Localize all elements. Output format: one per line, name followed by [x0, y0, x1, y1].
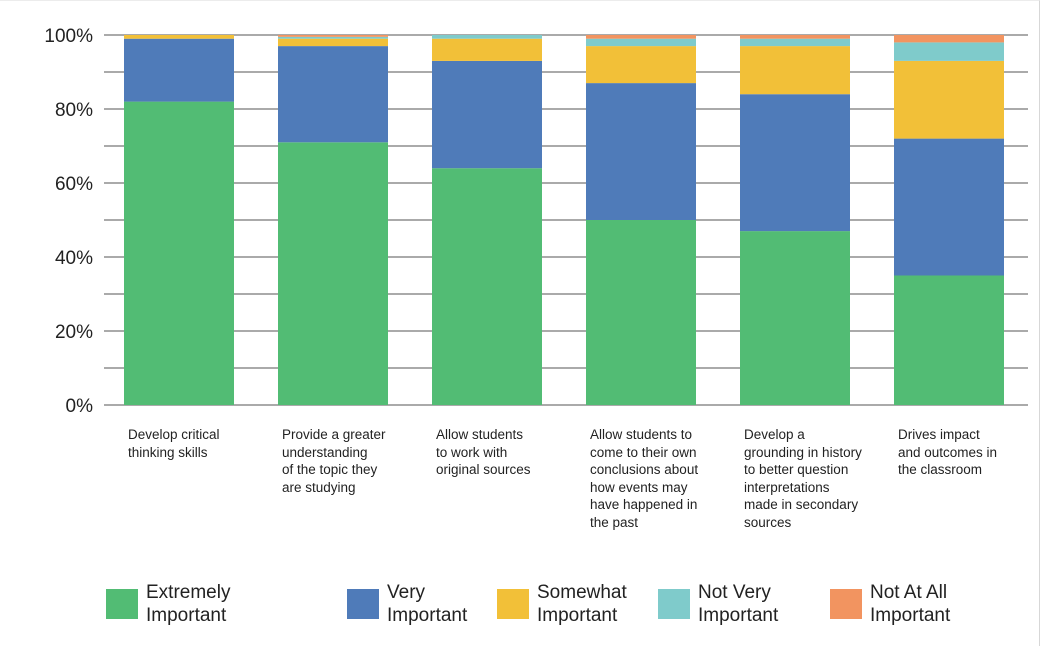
bar-segment-3	[894, 42, 1004, 61]
category-label-line: Develop a	[744, 427, 805, 442]
legend-label-line: Not Very	[698, 582, 771, 603]
category-label-line: come to their own	[590, 444, 697, 460]
y-tick-label: 60%	[55, 174, 93, 195]
category-label-line: the past	[590, 514, 639, 530]
legend-swatch	[497, 589, 529, 619]
bar-segment-0	[432, 168, 542, 405]
bar-segment-3	[278, 36, 388, 39]
category-label-line: made in secondary	[744, 497, 859, 512]
category-label-line: to better question	[744, 462, 849, 477]
bar-segment-0	[278, 142, 388, 406]
legend-label-line: Extremely	[146, 582, 231, 603]
bar-segment-4	[586, 35, 696, 39]
legend-label-line: Somewhat	[537, 582, 627, 603]
category-label-line: conclusions about	[590, 462, 699, 477]
category-label-line: of the topic they	[282, 462, 378, 477]
category-label-line: the classroom	[898, 462, 983, 477]
bar-segment-0	[894, 275, 1004, 405]
bar-segment-2	[586, 46, 696, 84]
y-axis-tick-labels: 0% 20% 40% 60% 80% 100%	[44, 26, 93, 417]
y-tick-label: 40%	[55, 248, 93, 269]
legend-swatch	[347, 589, 379, 619]
category-label-line: and outcomes in	[898, 444, 998, 460]
y-tick-label: 20%	[55, 322, 93, 343]
category-label-line: understanding	[282, 444, 368, 460]
legend-label: Not Very Important	[698, 581, 778, 627]
bar-segment-1	[124, 38, 234, 102]
category-label-line: are studying	[282, 479, 356, 495]
legend-label-line: Important	[146, 605, 227, 626]
bar-segment-4	[278, 35, 388, 37]
category-label-line: Provide a greater	[282, 427, 386, 442]
bar-segment-1	[278, 46, 388, 143]
category-label: Allow students to work with original sourc…	[436, 426, 584, 479]
bar-segment-1	[894, 138, 1004, 276]
y-tick-label: 100%	[44, 26, 93, 47]
bar-segment-2	[432, 38, 542, 61]
bar-segment-2	[278, 38, 388, 47]
category-label-line: how events may	[590, 479, 688, 495]
bar-segment-1	[586, 83, 696, 220]
legend-swatch	[830, 589, 862, 619]
category-label-line: grounding in history	[744, 444, 862, 460]
legend-label: Not At All Important	[870, 581, 950, 627]
bar-segment-0	[586, 220, 696, 405]
legend-label-line: Very	[387, 582, 426, 603]
bar-segment-4	[740, 35, 850, 39]
legend-label: Very Important	[387, 581, 467, 627]
grid-lines	[104, 34, 1028, 406]
bar-segment-0	[740, 231, 850, 405]
bar-segment-3	[740, 38, 850, 47]
category-label: Develop a grounding in history to better q…	[744, 426, 892, 531]
category-label: Drives impact and outcomes in the classroo…	[898, 426, 1046, 479]
legend-label-line: Important	[870, 605, 951, 626]
category-label-line: original sources	[436, 462, 531, 477]
legend-label: Somewhat Important	[537, 581, 627, 627]
bar-segment-2	[740, 46, 850, 95]
category-label-line: sources	[744, 514, 792, 530]
category-label-line: to work with	[436, 444, 508, 460]
bar-segment-2	[124, 35, 234, 39]
category-label-line: Allow students to	[590, 427, 693, 442]
legend-label-line: Important	[698, 605, 779, 626]
bar-stacks	[124, 35, 1004, 406]
category-label-line: Develop critical	[128, 427, 220, 442]
bar-segment-1	[740, 94, 850, 232]
category-label: Develop critical thinking skills	[128, 426, 276, 461]
category-label-line: interpretations	[744, 479, 830, 495]
bar-segment-3	[432, 35, 542, 39]
legend-swatch	[658, 589, 690, 619]
category-label-line: Allow students	[436, 427, 524, 442]
legend-swatch	[106, 589, 138, 619]
stacked-bar-chart: 0% 20% 40% 60% 80% 100%	[44, 26, 1028, 417]
legend-label-line: Not At All	[870, 582, 948, 603]
y-tick-label: 80%	[55, 100, 93, 121]
bar-segment-0	[124, 101, 234, 405]
bar-segment-4	[894, 35, 1004, 43]
category-label: Allow students to come to their own conclu…	[590, 426, 738, 531]
category-label-line: have happened in	[590, 497, 698, 512]
category-label-line: Drives impact	[898, 427, 980, 442]
legend-label-line: Important	[387, 605, 468, 626]
category-label: Provide a greater understanding of the top…	[282, 426, 430, 496]
legend-label: Extremely Important	[146, 581, 230, 627]
y-tick-label: 0%	[66, 396, 94, 417]
bar-segment-2	[894, 60, 1004, 139]
bar-segment-3	[586, 38, 696, 47]
legend-label-line: Important	[537, 605, 618, 626]
category-label-line: thinking skills	[128, 444, 208, 460]
bar-segment-1	[432, 60, 542, 169]
